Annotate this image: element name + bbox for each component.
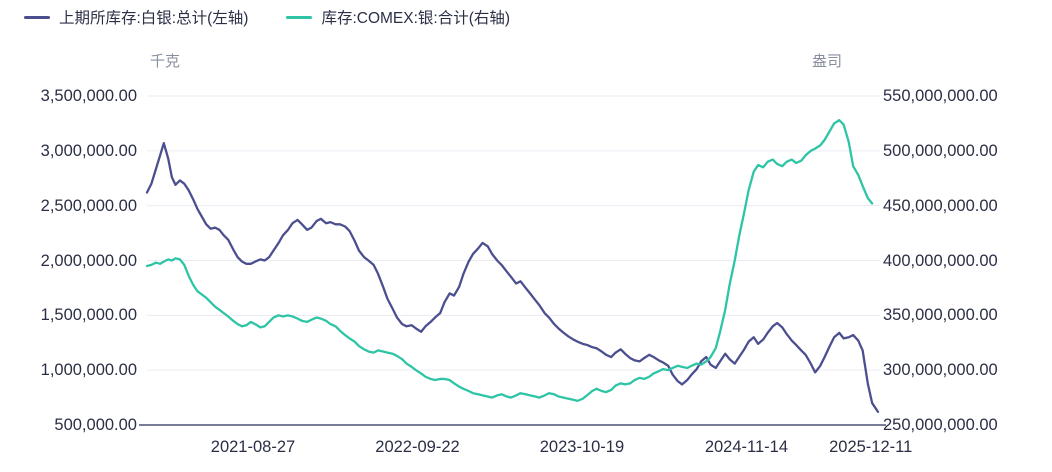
left-axis-tick-label: 2,500,000.00 bbox=[40, 196, 137, 215]
right-axis-tick-label: 300,000,000.00 bbox=[883, 361, 998, 380]
legend-label-comex-silver: 库存:COMEX:银:合计(右轴) bbox=[321, 10, 511, 27]
right-axis-unit: 盎司 bbox=[812, 53, 843, 70]
left-axis-tick-label: 3,000,000.00 bbox=[40, 141, 137, 160]
x-axis-tick-label: 2025-12-11 bbox=[829, 438, 913, 456]
left-axis-tick-label: 3,500,000.00 bbox=[40, 87, 137, 105]
right-axis-tick-label: 250,000,000.00 bbox=[883, 416, 998, 434]
legend-item-comex-silver[interactable]: 库存:COMEX:银:合计(右轴) bbox=[286, 6, 510, 28]
legend-item-shfe-silver[interactable]: 上期所库存:白银:总计(左轴) bbox=[24, 6, 248, 28]
series-lines bbox=[145, 118, 880, 413]
gridlines bbox=[147, 95, 880, 371]
right-axis-tick-label: 400,000,000.00 bbox=[883, 251, 998, 270]
left-axis-tick-label: 2,000,000.00 bbox=[40, 251, 137, 270]
left-axis-tick-label: 1,500,000.00 bbox=[40, 306, 137, 325]
legend-swatch-line-icon bbox=[24, 15, 50, 19]
series-line-comex-silver bbox=[145, 118, 874, 403]
x-axis-tick-label: 2023-10-19 bbox=[539, 438, 625, 456]
legend-label-shfe-silver: 上期所库存:白银:总计(左轴) bbox=[59, 10, 249, 27]
x-axis-tick-label: 2024-11-14 bbox=[704, 438, 788, 456]
right-axis-tick-label: 500,000,000.00 bbox=[883, 141, 998, 160]
right-axis-tick-label: 350,000,000.00 bbox=[883, 306, 998, 325]
right-axis-tick-label: 550,000,000.00 bbox=[883, 87, 998, 105]
legend-swatch-line-icon bbox=[286, 15, 313, 19]
chart-legend: 上期所库存:白银:总计(左轴) 库存:COMEX:银:合计(右轴) bbox=[0, 0, 1052, 34]
right-axis-tick-label: 450,000,000.00 bbox=[883, 196, 998, 215]
series-line-shfe-silver bbox=[145, 142, 880, 413]
left-axis-tick-label: 1,000,000.00 bbox=[40, 361, 137, 380]
left-axis-tick-label: 500,000.00 bbox=[54, 416, 137, 434]
x-axis-tick-label: 2022-09-22 bbox=[375, 438, 460, 456]
left-axis-unit: 千克 bbox=[150, 53, 181, 70]
x-axis-tick-label: 2021-08-27 bbox=[210, 438, 296, 456]
